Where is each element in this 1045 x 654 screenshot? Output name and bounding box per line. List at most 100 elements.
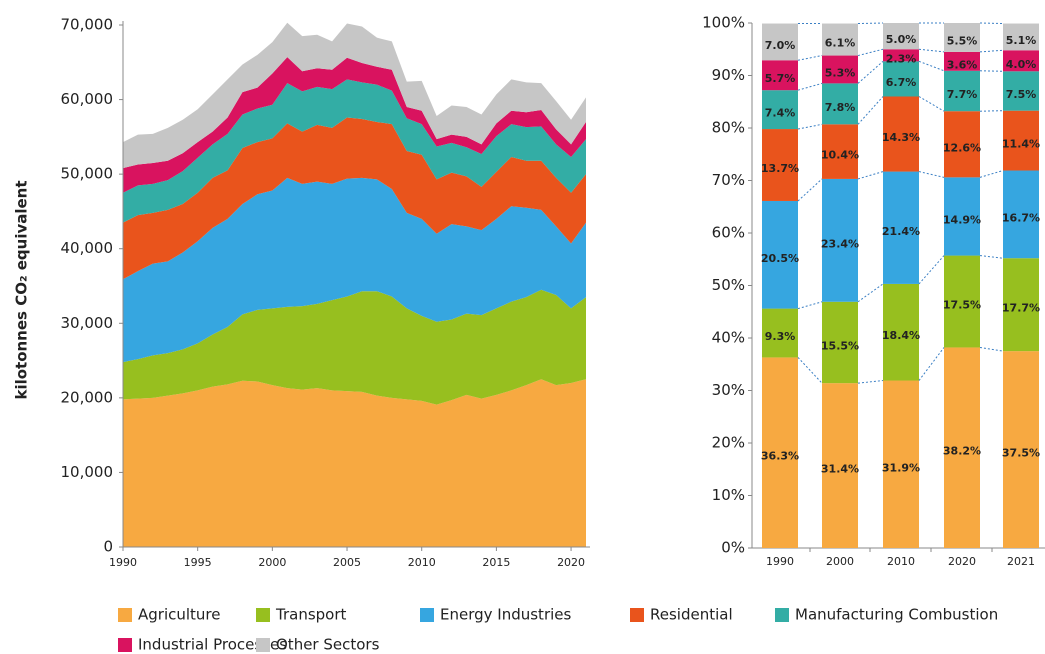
value-label: 9.3% — [765, 330, 796, 343]
value-label: 15.5% — [821, 339, 859, 352]
connector — [797, 357, 823, 384]
bar-segment — [883, 283, 919, 381]
value-label: 5.7% — [765, 72, 796, 85]
value-label: 20.5% — [761, 252, 799, 265]
connector — [857, 22, 884, 25]
y-tick-label: 100% — [702, 14, 745, 32]
y-axis-label: kilotonnes CO₂ equivalent — [13, 180, 31, 399]
bar-segment — [762, 357, 798, 548]
area — [123, 79, 586, 223]
value-label: 13.7% — [761, 162, 799, 175]
value-label: 36.3% — [761, 450, 799, 463]
y-tick-label: 40,000 — [61, 239, 114, 257]
connector — [979, 110, 1004, 112]
bar-segment — [822, 124, 858, 179]
bar-segment — [822, 83, 858, 125]
value-label: 7.0% — [765, 39, 796, 52]
value-label: 7.4% — [765, 107, 796, 120]
value-label: 10.4% — [821, 149, 859, 162]
x-tick-label: 2020 — [557, 556, 585, 569]
y-tick-label: 30,000 — [61, 314, 114, 332]
legend-swatch — [775, 608, 789, 622]
value-label: 14.3% — [882, 131, 920, 144]
value-label: 7.5% — [1006, 88, 1037, 101]
legend-label: Agriculture — [138, 606, 221, 624]
bar-segment — [1003, 110, 1039, 171]
y-tick-label: 30% — [712, 381, 745, 399]
x-tick-label: 2021 — [1007, 555, 1035, 568]
area — [123, 22, 586, 169]
x-tick-label: 1990 — [766, 555, 794, 568]
y-tick-label: 0 — [103, 538, 113, 556]
legend-swatch — [256, 608, 270, 622]
value-label: 12.6% — [943, 141, 981, 154]
legend-label: Energy Industries — [440, 606, 572, 624]
connector — [979, 255, 1004, 259]
x-tick-label: 2000 — [258, 556, 286, 569]
y-tick-label: 20% — [712, 434, 745, 452]
legend-label: Manufacturing Combustion — [795, 606, 998, 624]
bar-segment — [883, 61, 919, 97]
value-label: 31.4% — [821, 463, 859, 476]
connector — [918, 171, 945, 178]
bar-segment — [883, 380, 919, 548]
connector — [857, 96, 884, 125]
bar-segment — [762, 23, 798, 61]
bar-segment — [944, 347, 980, 548]
y-tick-label: 10% — [712, 486, 745, 504]
connector — [857, 48, 884, 57]
bar-segment — [822, 23, 858, 56]
legend-label: Other Sectors — [276, 636, 380, 654]
value-label: 14.9% — [943, 213, 981, 226]
y-tick-label: 60,000 — [61, 90, 114, 108]
x-tick-label: 2020 — [948, 555, 976, 568]
y-tick-label: 50,000 — [61, 165, 114, 183]
value-label: 6.1% — [825, 37, 856, 50]
area — [123, 379, 586, 547]
x-tick-label: 2010 — [887, 555, 915, 568]
y-tick-label: 0% — [721, 539, 745, 557]
bar-segment — [1003, 351, 1039, 548]
y-tick-label: 90% — [712, 66, 745, 84]
bar-segment — [883, 23, 919, 50]
value-label: 3.6% — [947, 58, 978, 71]
connector — [918, 347, 945, 381]
connector — [797, 82, 823, 91]
legend-swatch — [420, 608, 434, 622]
area — [123, 117, 586, 280]
bar-segment — [1003, 71, 1039, 111]
bar-segment — [883, 96, 919, 172]
value-label: 4.0% — [1006, 58, 1037, 71]
connector — [857, 60, 884, 84]
y-tick-label: 70,000 — [61, 16, 114, 34]
connector — [797, 123, 823, 130]
value-label: 31.9% — [882, 461, 920, 474]
value-label: 7.7% — [947, 88, 978, 101]
bar-segment — [822, 178, 858, 302]
bar-segment — [822, 301, 858, 384]
bar-segment — [762, 308, 798, 358]
x-tick-label: 2005 — [333, 556, 361, 569]
value-label: 5.1% — [1006, 34, 1037, 47]
bar-segment — [944, 23, 980, 52]
y-tick-label: 20,000 — [61, 388, 114, 406]
x-tick-label: 2015 — [482, 556, 510, 569]
bar-segment — [1003, 23, 1039, 51]
value-label: 5.3% — [825, 66, 856, 79]
y-tick-label: 60% — [712, 224, 745, 242]
legend-swatch — [630, 608, 644, 622]
connector — [918, 255, 945, 285]
legend-label: Transport — [275, 606, 347, 624]
bar-segment — [822, 383, 858, 548]
bar-segment — [1003, 258, 1039, 352]
connector — [918, 48, 945, 53]
value-label: 5.5% — [947, 34, 978, 47]
connector — [857, 283, 884, 303]
bar-segment — [883, 49, 919, 62]
legend-label: Residential — [650, 606, 733, 624]
value-label: 6.7% — [886, 76, 917, 89]
value-label: 37.5% — [1002, 447, 1040, 460]
connector — [797, 55, 823, 61]
connector — [857, 171, 884, 180]
connector — [918, 96, 945, 112]
